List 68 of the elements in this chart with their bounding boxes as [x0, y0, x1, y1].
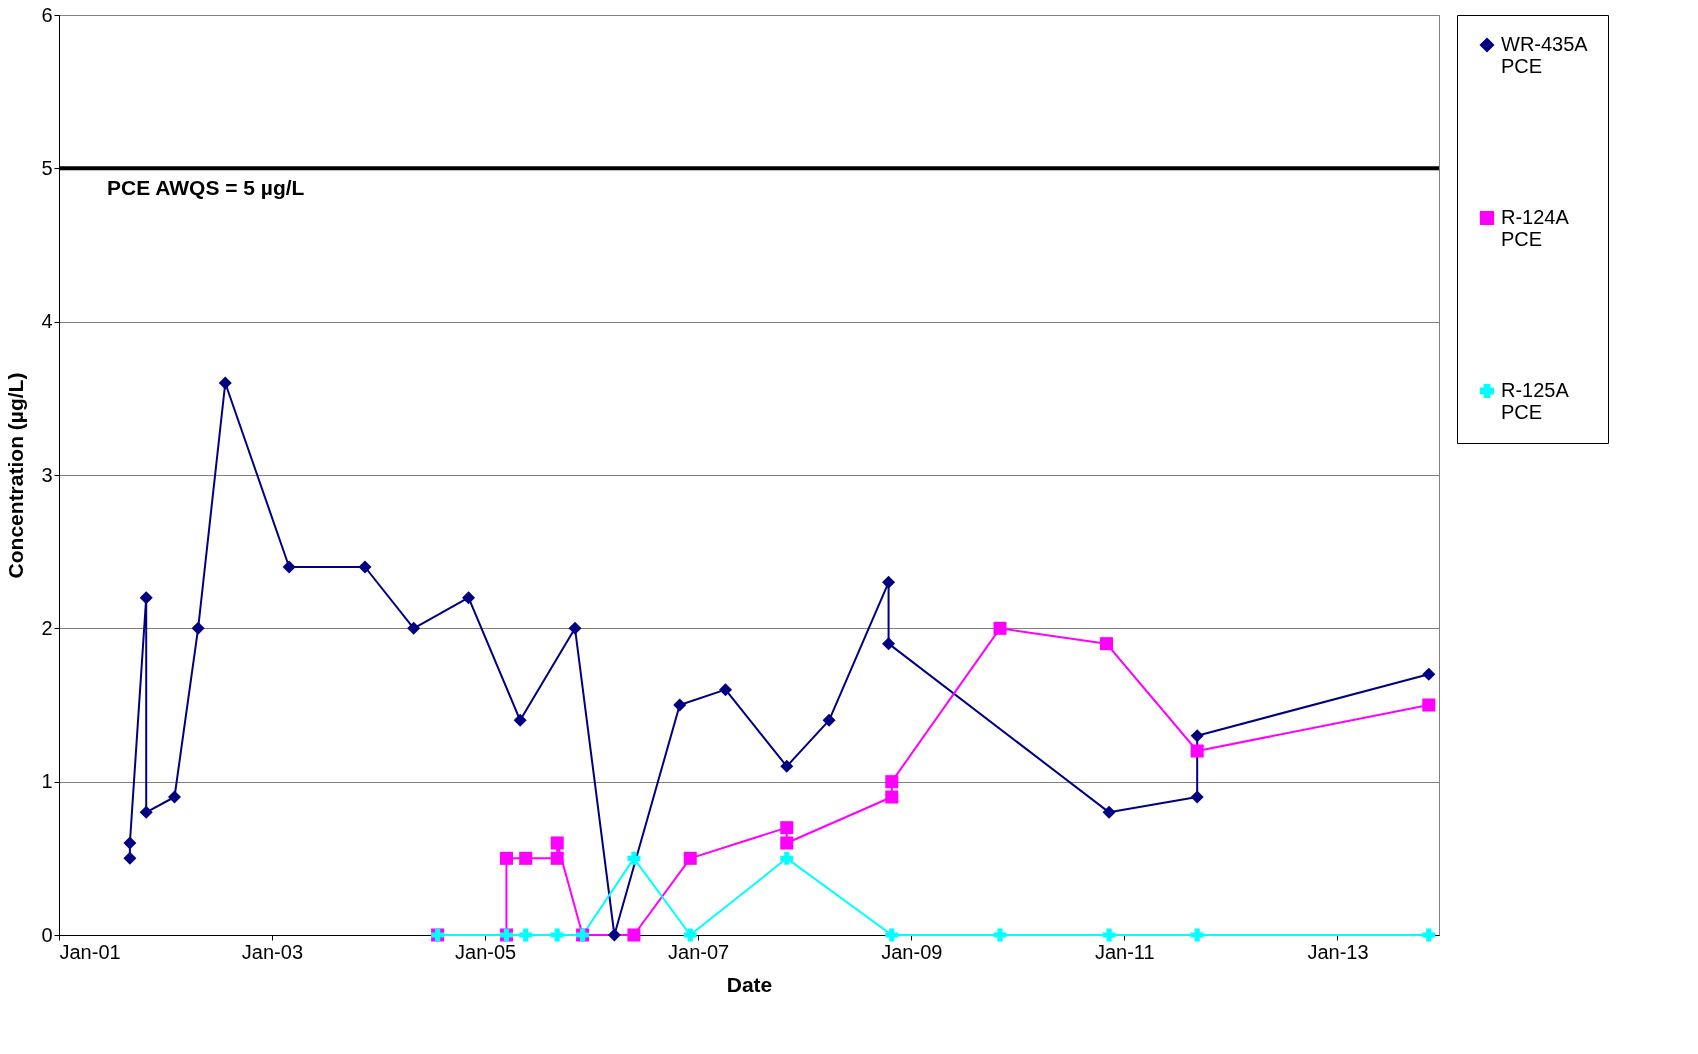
- point: [1190, 928, 1204, 942]
- point: [358, 560, 372, 574]
- x-tick-label: Jan-03: [241, 940, 304, 963]
- point: [673, 698, 687, 712]
- point: [780, 836, 794, 850]
- point: [885, 790, 899, 804]
- y-tick-label: 4: [41, 310, 53, 333]
- point: [519, 928, 533, 942]
- y-axis-title: Concentration (µg/L): [4, 372, 28, 579]
- point: [167, 790, 182, 804]
- point: [683, 928, 697, 942]
- x-tick-label: Jan-09: [881, 940, 943, 963]
- point: [993, 928, 1007, 942]
- x-tick-label: Jan-01: [59, 940, 121, 963]
- point: [1190, 744, 1204, 758]
- point: [123, 836, 137, 850]
- x-tick-label: Jan-13: [1307, 940, 1369, 963]
- x-tick-label: Jan-07: [668, 940, 730, 963]
- point: [1102, 805, 1116, 819]
- legend-label: WR-435A PCE: [1501, 33, 1589, 77]
- point: [218, 376, 232, 390]
- x-axis-title: Date: [726, 972, 773, 996]
- point: [780, 759, 794, 773]
- point: [462, 591, 476, 605]
- point: [993, 621, 1007, 635]
- y-tick-label: 1: [41, 770, 53, 793]
- y-tick-label: 5: [41, 156, 53, 179]
- y-tick-label: 0: [41, 923, 53, 946]
- legend-label: R-125A PCE: [1501, 379, 1570, 423]
- ref-line-label: PCE AWQS = 5 µg/L: [107, 176, 305, 200]
- point: [499, 851, 513, 865]
- point: [822, 713, 836, 727]
- point: [407, 621, 421, 635]
- y-tick-label: 3: [41, 463, 53, 486]
- x-tick-label: Jan-05: [455, 940, 517, 963]
- x-tick-label: Jan-11: [1094, 940, 1155, 963]
- point: [123, 851, 137, 865]
- point: [191, 621, 205, 635]
- point: [1422, 667, 1436, 681]
- legend-label: R-124A PCE: [1501, 206, 1570, 250]
- point: [1422, 698, 1436, 712]
- point: [139, 805, 153, 819]
- point: [627, 928, 641, 942]
- point: [607, 928, 621, 942]
- point: [519, 851, 533, 865]
- point: [139, 591, 153, 605]
- point: [1190, 729, 1204, 743]
- point: [1099, 637, 1113, 651]
- point: [1190, 790, 1204, 804]
- point: [719, 683, 733, 697]
- point: [1422, 928, 1436, 942]
- point: [550, 836, 564, 850]
- point: [513, 713, 527, 727]
- point: [550, 928, 564, 942]
- point: [568, 621, 582, 635]
- point: [282, 560, 296, 574]
- point: [882, 575, 896, 589]
- point: [885, 775, 899, 789]
- point: [627, 851, 641, 865]
- point: [780, 821, 794, 835]
- point: [550, 851, 564, 865]
- point: [683, 851, 697, 865]
- y-tick-label: 6: [41, 3, 53, 26]
- point: [882, 637, 896, 651]
- point: [780, 851, 794, 865]
- point: [1102, 928, 1116, 942]
- point: [885, 928, 899, 942]
- y-tick-label: 2: [41, 616, 53, 639]
